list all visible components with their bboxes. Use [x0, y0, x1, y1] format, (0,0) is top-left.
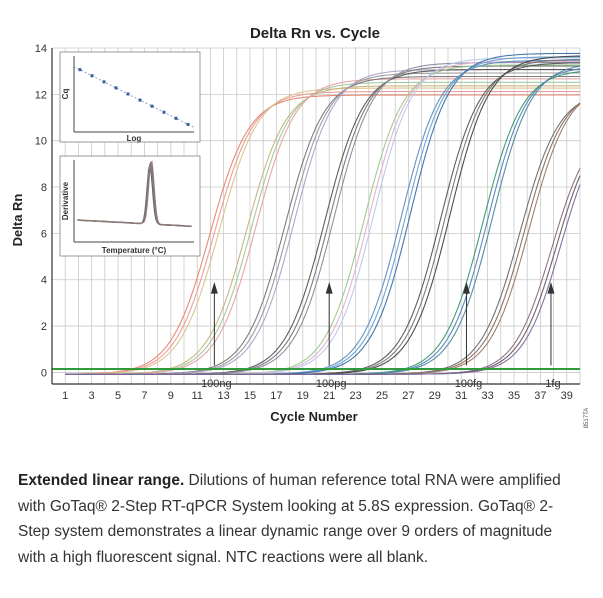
annotation-label: 1fg [545, 378, 560, 390]
caption-text: Dilutions of human reference total RNA w… [18, 472, 561, 566]
x-tick-labels: 1 3 5 7 9 11 13 15 17 19 21 23 25 27 29 31 33 35 37 39 [62, 390, 573, 402]
x-tick-label: 27 [402, 390, 414, 402]
curves [52, 52, 581, 375]
annotation-label: 100pg [316, 378, 347, 390]
y-tick-label: 14 [35, 43, 47, 55]
x-tick-label: 35 [508, 390, 520, 402]
x-tick-label: 33 [481, 390, 493, 402]
y-tick-label: 2 [41, 321, 47, 333]
y-axis-label: Delta Rn [10, 194, 25, 247]
inset1-point [174, 116, 178, 120]
x-tick-label: 39 [561, 390, 573, 402]
annotations: 100ng 100pg 100fg 1fg [201, 282, 561, 390]
y-tick-labels: 0 2 4 6 8 10 12 14 [35, 43, 47, 379]
annotation-label: 100ng [201, 378, 232, 390]
inset1-point [150, 104, 154, 108]
amplification-chart: Delta Rn vs. Cycle 1 3 5 7 9 11 13 15 17 19 21 23 25… [10, 25, 590, 429]
x-tick-label: 13 [217, 390, 229, 402]
x-tick-label: 25 [376, 390, 388, 402]
inset1-point [162, 110, 166, 114]
x-tick-label: 37 [534, 390, 546, 402]
x-tick-label: 7 [141, 390, 147, 402]
x-tick-label: 5 [115, 390, 121, 402]
x-tick-label: 3 [89, 390, 95, 402]
inset1-point [126, 92, 130, 96]
inset1-xlabel: Log [127, 134, 142, 143]
x-axis-label: Cycle Number [270, 409, 357, 424]
inset1-point [90, 74, 94, 78]
y-tick-label: 0 [41, 367, 47, 379]
inset2-ylabel: Derivative [61, 181, 70, 220]
inset1-point [102, 80, 106, 84]
annotation-arrowhead [462, 282, 470, 294]
annotation-arrowhead [325, 282, 333, 294]
y-tick-label: 12 [35, 89, 47, 101]
y-tick-label: 10 [35, 136, 47, 148]
inset1-point [138, 98, 142, 102]
y-tick-label: 8 [41, 182, 47, 194]
caption-bold: Extended linear range. [18, 472, 185, 489]
annotation-arrowhead [547, 282, 555, 294]
inset1-point [78, 68, 82, 72]
x-tick-label: 29 [429, 390, 441, 402]
insets: Log Cq Temperature (°C) Derivative [59, 51, 201, 257]
inset2-melt-line [77, 160, 192, 227]
figure-code: 8517TA [584, 408, 590, 429]
annotation-label: 100fg [455, 378, 483, 390]
x-tick-label: 31 [455, 390, 467, 402]
amplification-curve [65, 184, 581, 375]
x-tick-label: 15 [244, 390, 256, 402]
inset1-fit-line [73, 66, 195, 128]
x-tick-label: 1 [62, 390, 68, 402]
annotation-arrowhead [210, 282, 218, 294]
figure-caption: Extended linear range. Dilutions of huma… [18, 468, 578, 570]
x-tick-label: 21 [323, 390, 335, 402]
amplification-curve [65, 91, 580, 375]
amplification-curve [65, 94, 580, 375]
y-tick-label: 4 [41, 275, 47, 287]
x-tick-label: 23 [349, 390, 361, 402]
axes [51, 48, 580, 385]
inset1-point [114, 86, 118, 90]
y-tick-label: 6 [41, 228, 47, 240]
chart-title: Delta Rn vs. Cycle [250, 25, 380, 42]
inset1-point [186, 122, 190, 126]
amplification-curve [65, 78, 580, 375]
inset-melt-curve [59, 155, 201, 257]
inset1-ylabel: Cq [61, 89, 70, 100]
x-tick-label: 19 [297, 390, 309, 402]
inset2-xlabel: Temperature (°C) [102, 246, 167, 255]
x-tick-label: 11 [191, 390, 202, 402]
x-tick-label: 17 [270, 390, 282, 402]
inset-standard-curve [59, 51, 201, 143]
x-tick-label: 9 [168, 390, 174, 402]
